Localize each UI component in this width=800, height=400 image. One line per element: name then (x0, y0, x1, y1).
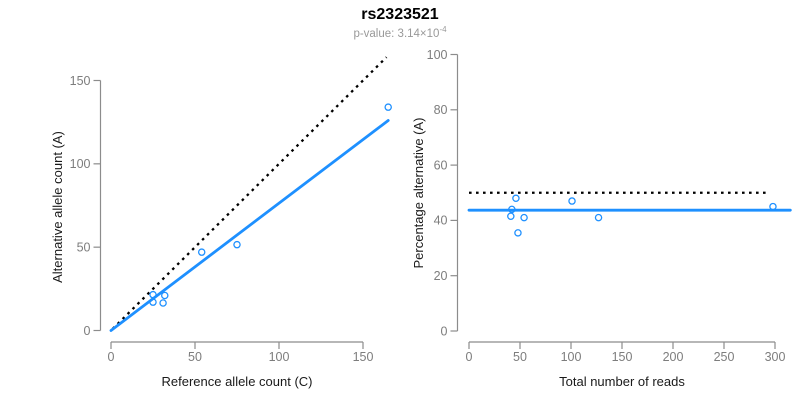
data-point (508, 205, 516, 214)
y-tick-label: 0 (441, 324, 448, 338)
y-tick-label: 20 (434, 269, 448, 283)
data-point (197, 248, 206, 256)
y-tick-label: 100 (70, 157, 91, 171)
data-point (507, 212, 515, 221)
chart-title: rs2323521 (361, 6, 439, 23)
data-point (568, 197, 576, 205)
data-point (149, 290, 157, 299)
fit-line (109, 119, 390, 332)
data-point (769, 202, 777, 211)
data-point (514, 229, 522, 237)
p-value-exponent: -4 (439, 25, 447, 34)
y-tick-label: 40 (434, 214, 448, 228)
left-x-axis-title: Reference allele count (C) (161, 374, 313, 389)
right-y-axis-title: Percentage alternative (A) (411, 117, 426, 269)
right-x-axis-title: Total number of reads (559, 374, 685, 389)
left-y-axis-title: Alternative allele count (A) (50, 131, 65, 283)
y-tick-label: 150 (70, 74, 91, 88)
y-tick-label: 100 (427, 48, 448, 62)
x-tick-label: 100 (269, 350, 290, 364)
panel-left: 0 50 100 150 0 50 100 150 (70, 56, 392, 364)
y-tick-label: 60 (434, 158, 448, 172)
data-point (161, 291, 169, 300)
y-tick-label: 0 (84, 324, 91, 338)
data-point (512, 194, 520, 203)
expected-line (111, 56, 388, 330)
x-tick-label: 50 (188, 350, 202, 364)
data-point (233, 240, 241, 249)
y-tick-label: 50 (77, 240, 91, 254)
data-point (149, 298, 157, 306)
x-tick-label: 150 (353, 350, 374, 364)
x-tick-label: 150 (612, 350, 633, 364)
x-tick-label: 250 (714, 350, 735, 364)
x-tick-label: 0 (466, 350, 473, 364)
x-tick-label: 200 (663, 350, 684, 364)
p-value-text: p-value: 3.14×10 (353, 27, 440, 40)
chart-subtitle: p-value: 3.14×10-4 (0, 25, 800, 40)
data-point (520, 213, 528, 222)
x-tick-label: 50 (513, 350, 527, 364)
x-tick-label: 0 (108, 350, 115, 364)
x-tick-label: 300 (765, 350, 786, 364)
x-tick-label: 100 (561, 350, 582, 364)
data-point (384, 103, 392, 111)
data-point (159, 299, 167, 307)
y-tick-label: 80 (434, 103, 448, 117)
panel-right: 0 50 100 150 200 250 300 0 20 40 60 80 100 (427, 48, 792, 364)
data-point (594, 213, 603, 222)
